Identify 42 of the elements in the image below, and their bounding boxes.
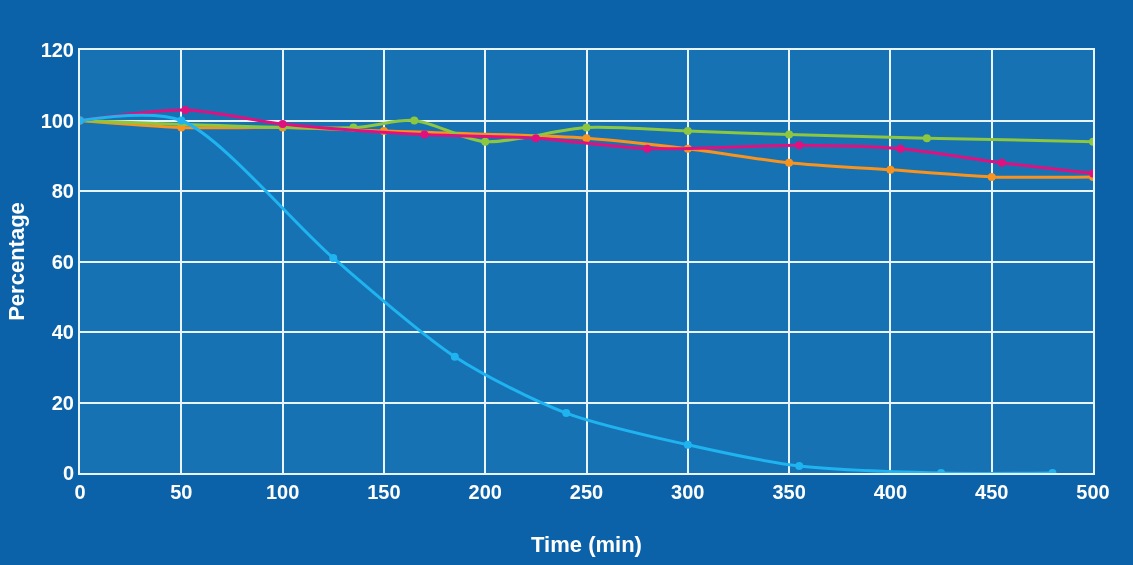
y-axis-title: Percentage [3, 202, 29, 321]
x-tick-label: 350 [772, 481, 806, 503]
point [683, 440, 692, 449]
point [643, 144, 652, 153]
y-tick-label: 80 [51, 180, 74, 202]
y-tick-label: 100 [40, 109, 74, 132]
x-tick-label: 500 [1076, 481, 1110, 503]
point [329, 253, 338, 262]
point [795, 461, 804, 470]
y-tick-label: 120 [40, 39, 74, 61]
point [181, 105, 190, 114]
x-tick-label: 200 [468, 481, 502, 503]
point [896, 144, 905, 153]
point [177, 116, 186, 125]
point [683, 127, 692, 136]
x-tick-label: 400 [873, 481, 908, 503]
point [582, 123, 591, 132]
point [987, 172, 996, 181]
point [582, 134, 591, 143]
x-tick-label: 50 [170, 481, 193, 503]
point [410, 116, 419, 125]
y-tick-label: 40 [51, 321, 74, 343]
y-tick-label: 20 [51, 391, 74, 414]
x-tick-label: 150 [367, 481, 401, 503]
x-tick-label: 250 [569, 481, 604, 503]
point [795, 141, 804, 150]
x-tick-label: 300 [671, 481, 705, 503]
y-tick-label: 0 [62, 462, 74, 484]
point [997, 158, 1006, 167]
point [420, 130, 429, 139]
point [886, 165, 895, 174]
point [450, 352, 459, 361]
x-tick-label: 100 [265, 481, 300, 503]
point [922, 134, 931, 143]
point [531, 134, 540, 143]
point [562, 409, 571, 418]
y-tick-label: 60 [51, 250, 74, 273]
point [481, 137, 490, 146]
x-axis-title: Time (min) [531, 532, 642, 558]
point [785, 130, 794, 139]
point [785, 158, 794, 167]
x-tick-label: 450 [975, 481, 1009, 503]
